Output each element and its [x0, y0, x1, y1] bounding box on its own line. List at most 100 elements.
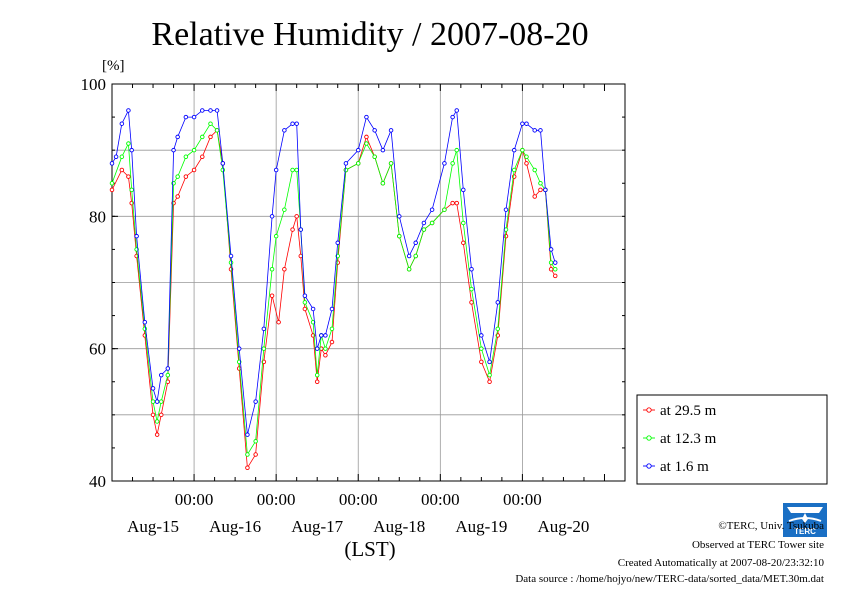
- data-point: [245, 465, 250, 471]
- data-point: [175, 174, 180, 179]
- data-point: [548, 247, 554, 252]
- x-time-label: 00:00: [421, 490, 460, 509]
- data-point: [154, 419, 160, 424]
- footer-observed: Observed at TERC Tower site: [691, 539, 824, 551]
- footer-source: Data source : /home/hojyo/new/TERC-data/…: [515, 573, 824, 585]
- data-point: [200, 134, 205, 140]
- x-date-label: Aug-18: [373, 517, 425, 536]
- series-1: [109, 121, 558, 457]
- x-date-label: Aug-16: [209, 517, 261, 536]
- data-point: [220, 167, 226, 173]
- data-point: [329, 326, 335, 332]
- series-line: [111, 123, 556, 456]
- data-point: [294, 121, 299, 126]
- data-point: [294, 214, 299, 219]
- data-point: [495, 300, 501, 305]
- data-point: [543, 187, 548, 193]
- data-point: [511, 147, 517, 153]
- data-point: [532, 167, 537, 173]
- data-point: [314, 372, 320, 378]
- data-point: [119, 167, 125, 173]
- data-point: [200, 154, 205, 160]
- data-point: [413, 240, 418, 246]
- data-point: [282, 267, 287, 272]
- data-point: [165, 372, 171, 378]
- x-date-label: Aug-15: [127, 517, 179, 536]
- data-point: [524, 121, 529, 126]
- data-point: [552, 260, 558, 265]
- data-point: [413, 253, 418, 259]
- data-point: [520, 121, 525, 126]
- footer-created: Created Automatically at 2007-08-20/23:3…: [617, 557, 824, 569]
- data-point: [150, 399, 156, 404]
- data-point: [208, 134, 213, 140]
- data-point: [479, 359, 484, 365]
- data-point: [479, 333, 484, 338]
- data-point: [302, 300, 308, 305]
- data-point: [310, 306, 316, 312]
- data-point: [269, 267, 275, 272]
- data-point: [282, 128, 287, 133]
- data-point: [208, 108, 213, 113]
- data-point: [511, 167, 517, 173]
- data-point: [454, 200, 459, 206]
- legend-swatch-marker: [646, 435, 652, 441]
- data-point: [183, 154, 189, 160]
- legend-box: [636, 394, 828, 485]
- data-point: [364, 114, 369, 120]
- data-point: [552, 267, 558, 272]
- data-point: [175, 194, 180, 199]
- data-point: [183, 174, 189, 179]
- data-point: [282, 207, 287, 212]
- data-point: [129, 147, 134, 153]
- data-point: [479, 346, 484, 351]
- data-point: [290, 121, 295, 126]
- data-point: [469, 286, 474, 292]
- data-point: [329, 306, 335, 312]
- footer-copyright: ©TERC, Univ. Tsukuba: [718, 520, 824, 532]
- x-date-label: Aug-20: [537, 517, 589, 536]
- x-time-label: 00:00: [503, 490, 542, 509]
- data-point: [314, 346, 320, 351]
- y-tick-label: 80: [89, 207, 106, 226]
- x-date-label: Aug-19: [455, 517, 507, 536]
- data-point: [372, 154, 377, 160]
- legend-label: at 12.3 m: [660, 431, 717, 447]
- legend-label: at 1.6 m: [660, 459, 709, 475]
- data-point: [109, 180, 115, 186]
- data-point: [323, 353, 328, 358]
- data-point: [214, 108, 220, 113]
- data-point: [290, 227, 295, 232]
- data-point: [290, 167, 295, 173]
- series-2: [109, 108, 558, 437]
- data-point: [191, 114, 197, 120]
- data-point: [126, 174, 131, 179]
- data-point: [343, 167, 349, 173]
- data-point: [261, 346, 267, 351]
- data-point: [469, 267, 474, 272]
- data-point: [538, 128, 543, 133]
- data-point: [406, 267, 412, 272]
- data-point: [109, 161, 115, 166]
- data-point: [454, 108, 459, 113]
- data-point: [450, 161, 455, 166]
- data-point: [461, 187, 466, 193]
- legend-swatch-marker: [646, 407, 652, 413]
- data-point: [214, 128, 220, 133]
- data-point: [450, 114, 455, 120]
- data-point: [487, 359, 492, 365]
- data-point: [469, 300, 474, 305]
- data-point: [454, 147, 459, 153]
- data-point: [524, 161, 529, 166]
- data-point: [538, 180, 543, 186]
- data-point: [236, 346, 242, 351]
- data-point: [142, 319, 148, 325]
- data-point: [134, 253, 139, 259]
- legend-label: at 29.5 m: [660, 403, 717, 419]
- data-point: [150, 386, 156, 391]
- data-point: [388, 161, 394, 166]
- data-point: [191, 147, 197, 153]
- data-point: [532, 128, 537, 133]
- data-point: [380, 147, 386, 153]
- x-time-label: 00:00: [175, 490, 214, 509]
